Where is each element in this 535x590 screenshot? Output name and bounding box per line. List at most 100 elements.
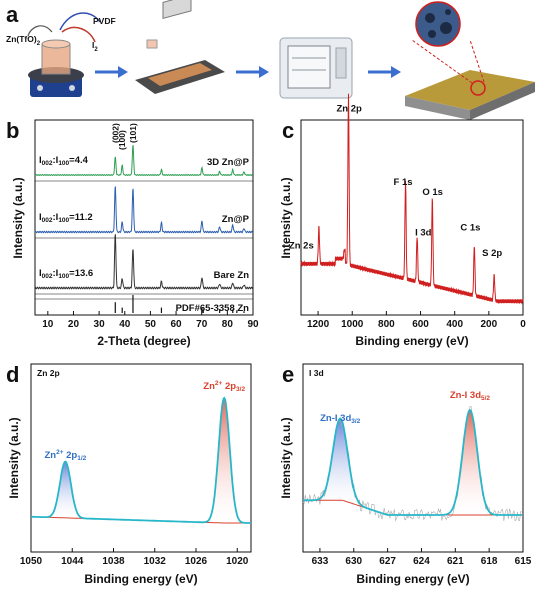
zn2p-plot-area: Zn2+ 2p1/2 Zn2+ 2p3/2 xyxy=(30,380,251,524)
panel-a-label: a xyxy=(6,2,19,27)
coated-zinc-illustration xyxy=(405,1,535,120)
plot-frame xyxy=(34,119,254,316)
x-tick-label: 621 xyxy=(447,556,464,567)
x-tick-label: 1026 xyxy=(185,556,208,567)
label-part: Zn xyxy=(203,381,215,392)
cast-film xyxy=(148,63,212,86)
pore xyxy=(428,30,436,38)
ratio-part: 100 xyxy=(58,160,69,167)
doctor-blade-illustration xyxy=(135,0,225,94)
peak-label: Zn 2s xyxy=(289,241,314,252)
peak-label: (002) xyxy=(110,123,120,143)
x-tick-label: 624 xyxy=(413,556,430,567)
beaker-icon xyxy=(41,43,71,75)
stirrer-illustration xyxy=(27,12,101,97)
label-part: Zn xyxy=(44,450,56,461)
survey-plot-area: Zn 2p Zn 2s F 1s O 1s I 3d C 1s S 2p xyxy=(289,93,524,305)
series-line xyxy=(34,234,254,290)
pore xyxy=(440,22,452,34)
fit-line xyxy=(30,396,251,524)
zoom-line xyxy=(411,39,473,84)
ratio-part: I xyxy=(39,155,42,166)
x-tick-label: 1044 xyxy=(61,556,84,567)
y-axis-label: Intensity (a.u.) xyxy=(11,177,25,258)
ratio-part: 002 xyxy=(42,273,53,280)
peak-fill xyxy=(44,461,86,519)
plot-frame xyxy=(300,119,524,316)
survey-line xyxy=(300,93,524,305)
series-line xyxy=(34,186,254,234)
panel-title: Zn 2p xyxy=(37,368,60,378)
label-part: 3/2 xyxy=(351,418,360,425)
label-part: 3/2 xyxy=(236,386,245,393)
x-tick-label: 30 xyxy=(94,319,106,330)
peak-label: Zn-I 3d5/2 xyxy=(450,390,491,402)
fit-line xyxy=(303,408,522,516)
pore xyxy=(445,9,451,15)
peak-label: F 1s xyxy=(394,177,413,188)
x-tick-label: 1000 xyxy=(341,319,364,330)
x-tick-label: 1200 xyxy=(307,319,330,330)
label-part: 1/2 xyxy=(77,455,86,462)
x-tick-label: 80 xyxy=(222,319,234,330)
blade-applicator xyxy=(162,0,192,19)
pore xyxy=(425,13,435,23)
x-tick-label: 630 xyxy=(345,556,362,567)
x-tick-label: 60 xyxy=(170,319,182,330)
x-tick-label: 10 xyxy=(42,319,54,330)
zinc-side xyxy=(405,96,470,120)
y-axis-label: Intensity (a.u.) xyxy=(279,417,293,498)
plot-frame xyxy=(302,363,524,553)
intensity-ratio: I002:I100=13.6 xyxy=(39,268,93,280)
ratio-part: :I xyxy=(53,155,59,166)
x-tick-label: 40 xyxy=(119,319,131,330)
series-line xyxy=(34,145,254,176)
label-part: 5/2 xyxy=(481,395,490,402)
peak-label: Zn2+ 2p1/2 xyxy=(44,449,86,462)
peak-label: C 1s xyxy=(460,223,480,234)
ratio-part: I xyxy=(39,212,42,223)
ratio-part: :I xyxy=(53,268,59,279)
i3d-plot-area: Zn-I 3d3/2 Zn-I 3d5/2 xyxy=(302,390,523,522)
x-tick-label: 633 xyxy=(312,556,329,567)
peak-label: Zn2+ 2p3/2 xyxy=(203,380,245,393)
panel-c-label: c xyxy=(282,118,294,143)
label-part: 2p xyxy=(222,381,236,392)
zoom-line xyxy=(469,39,485,83)
label-part: Zn-I 3d xyxy=(320,413,351,424)
ratio-part: 100 xyxy=(58,273,69,280)
x-tick-label: 1038 xyxy=(102,556,125,567)
ratio-part: =13.6 xyxy=(69,268,93,279)
x-tick-label: 1020 xyxy=(226,556,249,567)
reagent-zn-salt: Zn(TfO)2 xyxy=(6,34,41,47)
series-name: Zn@P xyxy=(222,214,250,225)
ratio-part: =4.4 xyxy=(69,155,88,166)
panel-e-i3d: e I 3d Zn-I 3d3/2Zn-I 3d5/2 633 630 627 624… xyxy=(279,362,532,586)
panel-a-scheme: a PVDF Zn(TfO)2 I2 xyxy=(6,0,535,120)
y-axis-label: Intensity (a.u.) xyxy=(279,177,293,258)
process-arrow-icon xyxy=(95,66,128,78)
x-tick-label: 800 xyxy=(378,319,395,330)
ratio-part: I xyxy=(39,268,42,279)
zinc-side xyxy=(470,82,535,120)
ratio-part: :I xyxy=(53,212,59,223)
intensity-ratio: I002:I100=11.2 xyxy=(39,212,93,224)
peak-label: I 3d xyxy=(415,228,432,239)
stirrer-knob-icon xyxy=(37,85,43,91)
panel-e-label: e xyxy=(282,362,294,387)
panel-b-label: b xyxy=(6,118,19,143)
ratio-part: 100 xyxy=(58,217,69,224)
panel-b-xrd: b 3D Zn@PI002:I100=4.4Zn@PI002:I100=11.2… xyxy=(6,118,259,348)
x-axis-label: 2-Theta (degree) xyxy=(97,334,190,348)
ratio-part: =11.2 xyxy=(69,212,93,223)
reagent-pvdf: PVDF xyxy=(93,16,116,26)
slurry-chip xyxy=(146,39,158,49)
peak-fill xyxy=(442,410,496,515)
panel-d-label: d xyxy=(6,362,19,387)
i3d-x-ticks: 633 630 627 624 621 618 615 xyxy=(312,548,532,567)
stirrer-knob-icon xyxy=(69,85,75,91)
x-tick-label: 618 xyxy=(481,556,498,567)
x-tick-label: 627 xyxy=(379,556,396,567)
ratio-part: 002 xyxy=(42,160,53,167)
